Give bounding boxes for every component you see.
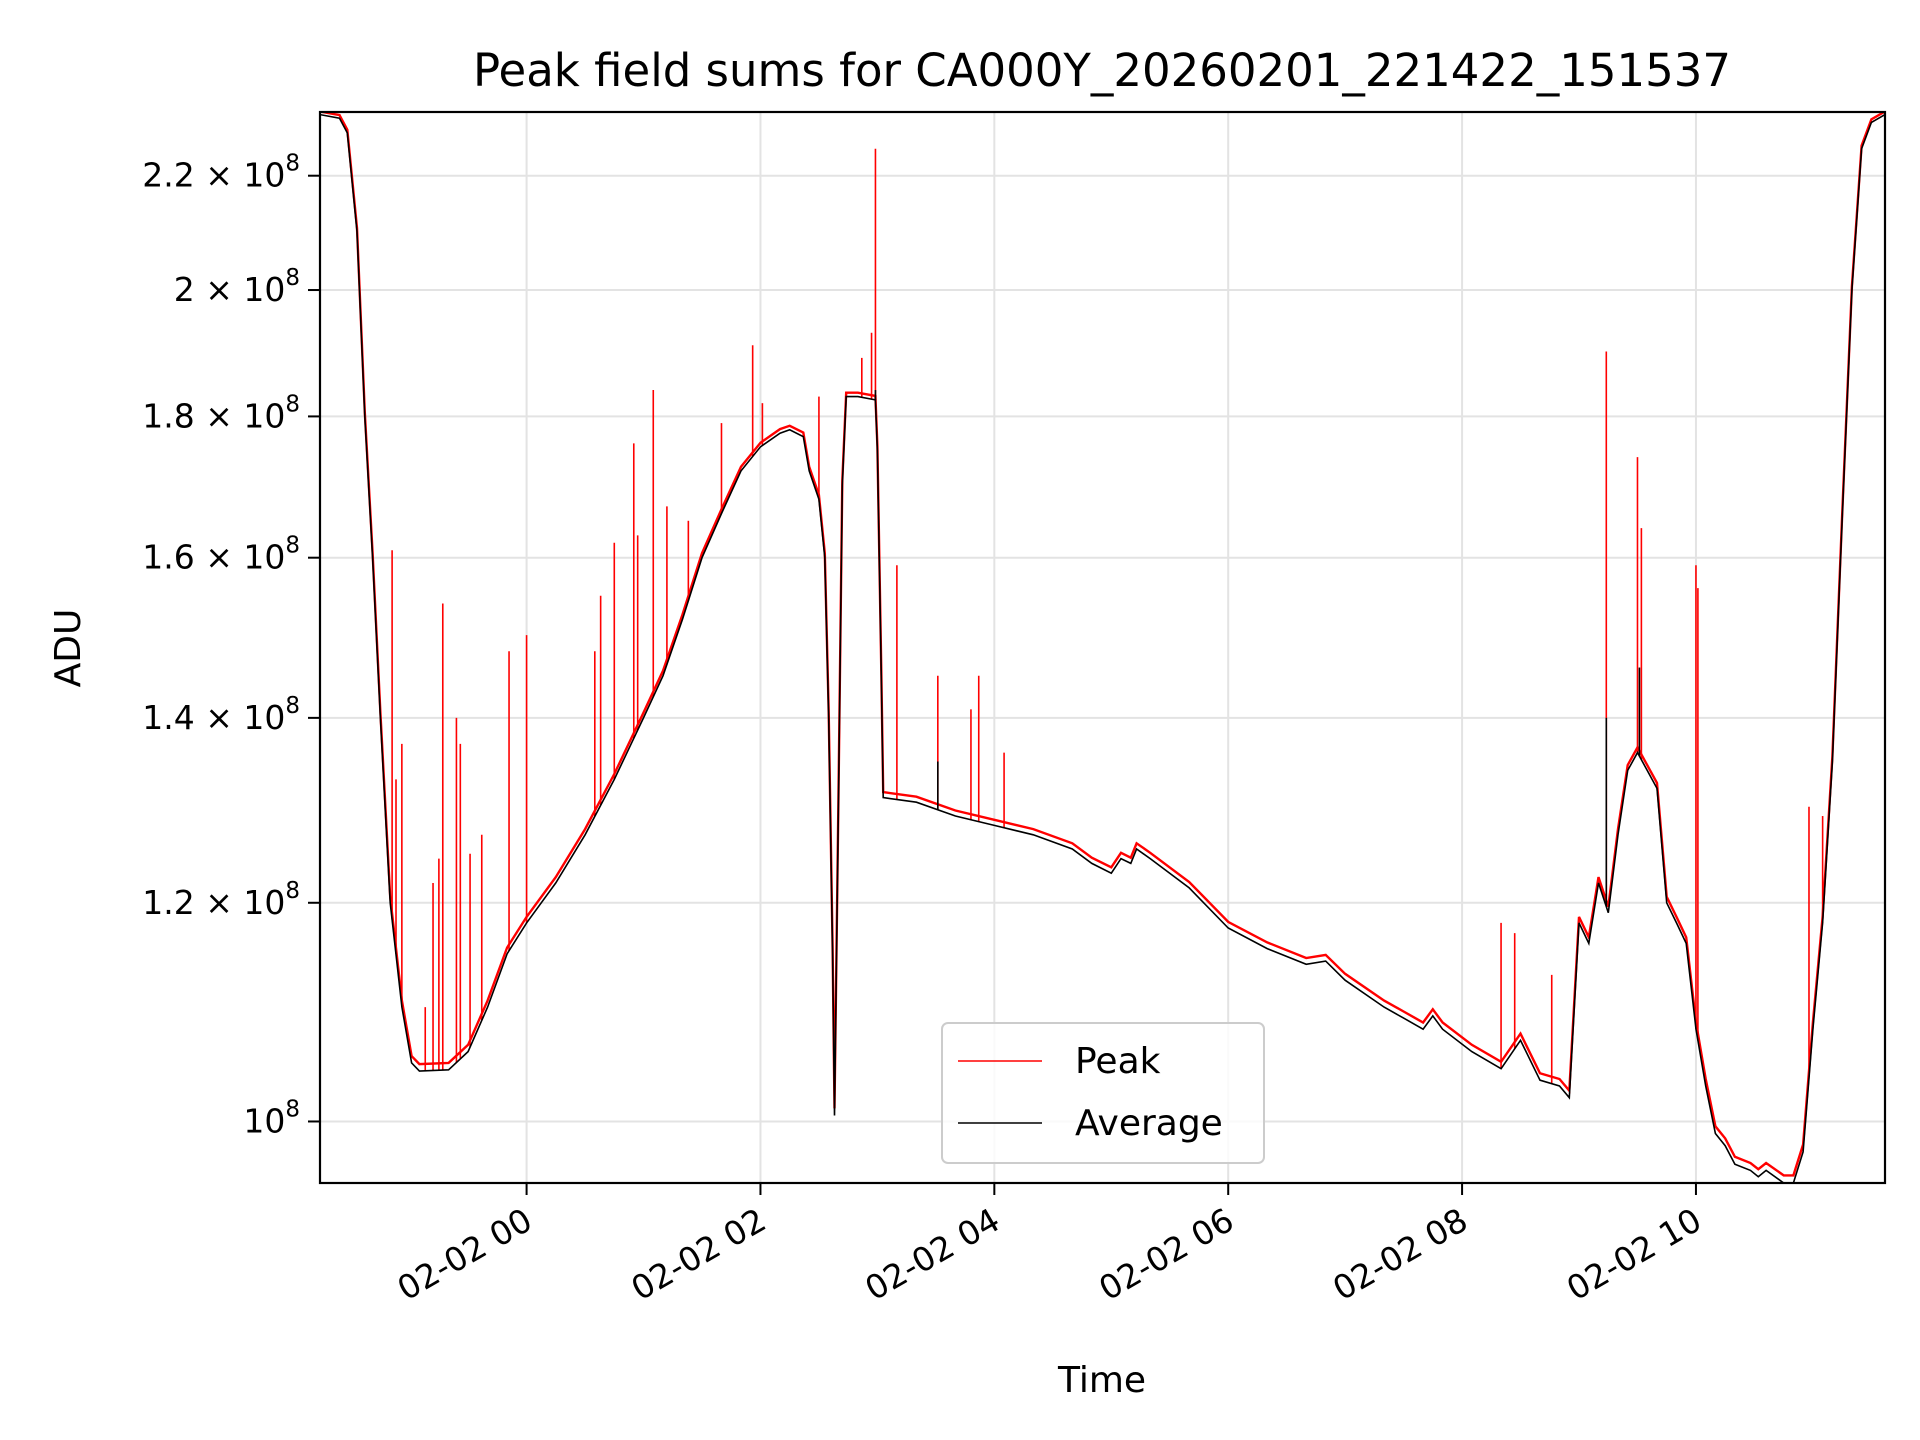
x-axis-label: Time — [1057, 1360, 1146, 1401]
average-series-line — [320, 113, 1885, 1183]
y-tick-label: 1.6 × 108 — [142, 533, 300, 577]
y-tick-label: 1.2 × 108 — [142, 878, 300, 922]
y-tick-label: 1.4 × 108 — [142, 693, 300, 737]
plot-lines — [320, 112, 1885, 1183]
y-axis-label: ADU — [48, 609, 89, 688]
y-tick-label: 2 × 108 — [174, 265, 300, 309]
chart-title: Peak field sums for CA000Y_20260201_2214… — [473, 44, 1731, 97]
y-tick-label: 2.2 × 108 — [142, 151, 300, 195]
plot-frame — [318, 110, 1887, 1185]
legend-peak-label: Peak — [1075, 1041, 1161, 1082]
y-tick-label: 1.8 × 108 — [142, 391, 300, 435]
legend-average-label: Average — [1075, 1103, 1223, 1144]
legend: Peak Average — [941, 1022, 1265, 1164]
grid — [320, 112, 1885, 1183]
peak-series-line — [320, 112, 1885, 1177]
legend-box — [941, 1022, 1265, 1164]
